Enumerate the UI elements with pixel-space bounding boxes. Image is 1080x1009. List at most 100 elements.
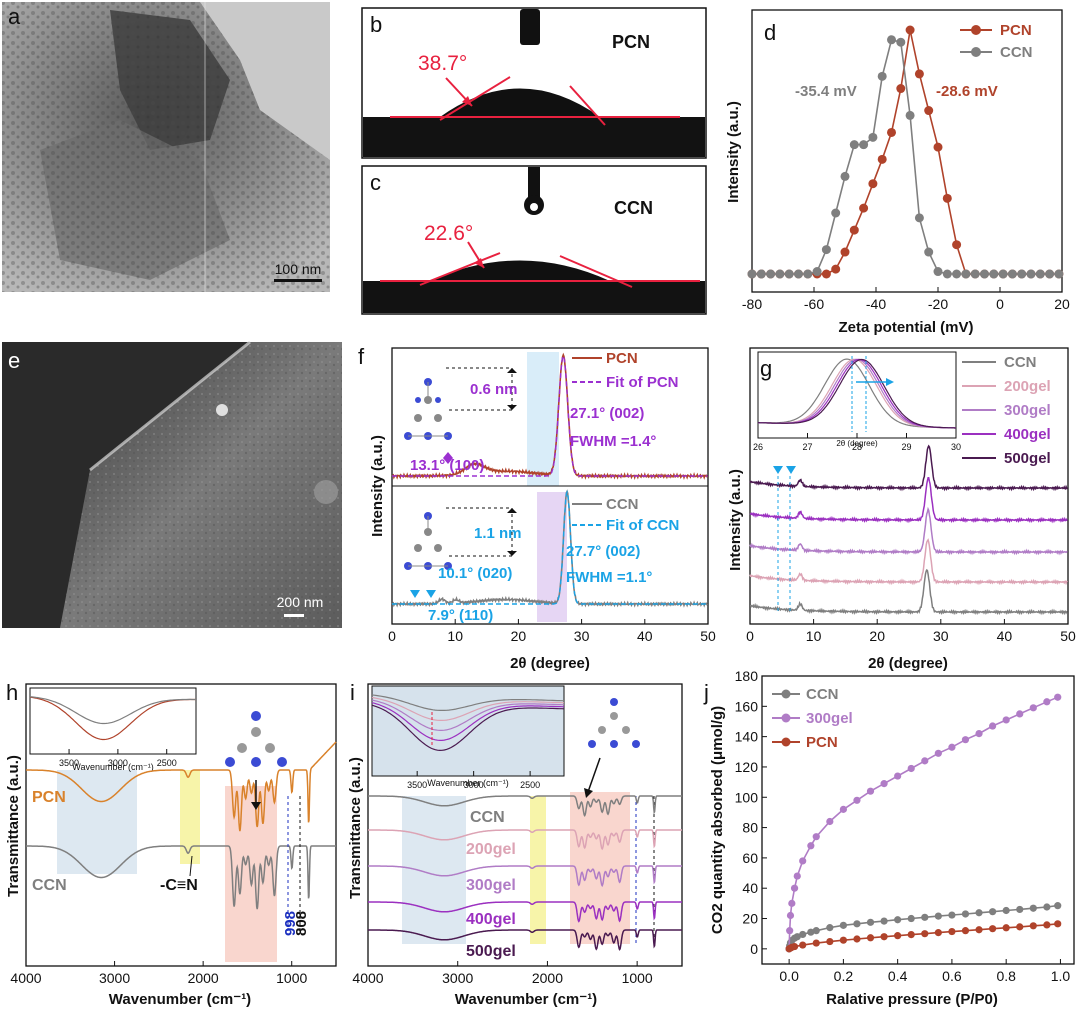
j-point-ccn <box>839 921 847 929</box>
d-legend: PCN CCN <box>960 22 1033 61</box>
i-xlabel: Wavenumber (cm⁻¹) <box>455 991 597 1008</box>
j-point-pcn <box>880 933 888 941</box>
j-point-pcn <box>907 930 915 939</box>
j-point-300gel <box>961 736 970 744</box>
d-point-ccn <box>1007 269 1017 279</box>
d-xlabel: Zeta potential (mV) <box>838 319 973 336</box>
g-inset-line-500gel <box>758 358 956 429</box>
j-point-300gel <box>1054 693 1062 701</box>
f-legend-fit-pcn: Fit of PCN <box>606 374 679 391</box>
watermark: 大数据信息 <box>8 986 89 1005</box>
j-point-300gel <box>826 817 834 826</box>
panel-c-contact-angle: 22.6° CCN c <box>361 165 707 315</box>
j-point-300gel <box>853 796 861 804</box>
j-point-pcn <box>826 937 834 946</box>
j-point-pcn <box>894 932 902 940</box>
d-ylabel: Intensity (a.u.) <box>725 101 742 203</box>
d-point-ccn <box>1017 269 1027 279</box>
i-ylabel: Transmittance (a.u.) <box>347 757 364 899</box>
panel-h-ftir: 3500 3000 2500 Wavenumber (cm⁻¹) 4000 3000 2… <box>5 680 337 1008</box>
j-point-ccn <box>1029 904 1037 912</box>
j-point-300gel <box>1002 716 1010 724</box>
d-point-ccn <box>840 171 850 181</box>
panel-label-a: a <box>8 4 21 29</box>
j-point-300gel <box>934 749 942 757</box>
i-inset-tick-label: 2500 <box>520 780 540 790</box>
panel-j-co2: 0.0 0.2 0.4 0.6 0.8 1.0 0 20 40 60 80 100 120 140 160 1… <box>703 668 1075 1008</box>
d-point-ccn <box>924 247 934 257</box>
sample-b: PCN <box>612 32 650 52</box>
j-point-pcn <box>790 942 799 951</box>
h-tick-label: 4000 <box>10 970 41 986</box>
j-point-300gel <box>894 772 902 780</box>
g-legend: CCN 200gel 300gel 400gel 500gel <box>962 354 1051 467</box>
j-point-300gel <box>921 757 929 765</box>
g-ylabel: Intensity (a.u.) <box>727 469 744 571</box>
panel-label-g: g <box>760 356 772 381</box>
j-point-300gel <box>788 899 796 907</box>
g-line-500gel <box>749 444 1069 492</box>
f-ylabel: Intensity (a.u.) <box>369 435 386 537</box>
h-line-pcn <box>26 741 337 832</box>
h-ylabel: Transmittance (a.u.) <box>5 755 22 897</box>
i-label-500: 500gel <box>466 943 516 960</box>
j-point-300gel <box>812 833 820 841</box>
d-point-pcn <box>831 264 841 274</box>
d-point-ccn <box>756 269 766 279</box>
scale-bar-e <box>284 614 304 617</box>
j-point-300gel <box>907 764 915 773</box>
g-legend-ccn: CCN <box>1004 354 1037 371</box>
f-legend-ccn: CCN <box>606 496 639 513</box>
j-point-300gel <box>975 730 983 738</box>
j-xlabel: Ralative pressure (P/P0) <box>826 991 998 1008</box>
g-inset-xlabel: 2θ (degree) <box>836 439 878 448</box>
j-point-300gel <box>799 857 807 865</box>
j-point-pcn <box>1029 922 1037 930</box>
angle-b: 38.7° <box>418 52 467 75</box>
i-line-200gel <box>368 829 682 851</box>
d-tick-label: -60 <box>804 296 824 312</box>
d-point-ccn <box>961 269 971 279</box>
j-point-300gel <box>786 927 794 935</box>
g-tick-label: 10 <box>806 628 822 644</box>
d-point-ccn <box>831 208 841 218</box>
panel-e-sem-image: 200 nm e <box>2 340 342 628</box>
f-110-bottom: 7.9° (110) <box>428 607 493 624</box>
f-legend-fit-ccn: Fit of CCN <box>606 517 679 534</box>
j-xtick-label: 0.0 <box>779 968 799 984</box>
j-point-ccn <box>975 909 983 917</box>
j-ytick-label: 0 <box>750 941 758 957</box>
j-point-pcn <box>1002 924 1010 932</box>
h-inset-tick-label: 3000 <box>108 758 128 768</box>
d-point-pcn <box>914 69 924 79</box>
d-point-ccn <box>933 267 943 277</box>
f-tick-label: 40 <box>637 628 653 644</box>
d-point-ccn <box>812 267 822 277</box>
f-legend-pcn: PCN <box>606 350 638 367</box>
i-inset-tick-label: 3000 <box>464 780 484 790</box>
d-point-ccn <box>803 269 813 279</box>
j-point-300gel <box>1029 704 1037 712</box>
j-xtick-label: 0.4 <box>888 968 908 984</box>
d-point-ccn <box>914 213 924 223</box>
j-legend-ccn: CCN <box>806 686 839 703</box>
j-point-ccn <box>793 933 801 941</box>
j-ylabel: CO2 quantity absorbed (μmol/g) <box>709 706 726 934</box>
f-structure-top <box>404 378 452 440</box>
h-line-ccn <box>26 845 336 910</box>
h-label-pcn: PCN <box>32 789 66 806</box>
d-point-pcn <box>859 203 869 213</box>
scale-bar-a <box>274 279 322 282</box>
d-point-ccn <box>905 110 915 120</box>
j-point-300gel <box>948 743 956 751</box>
j-point-ccn <box>853 920 861 928</box>
j-point-ccn <box>1016 905 1024 914</box>
j-point-ccn <box>799 930 807 939</box>
i-inset-line-400gel <box>371 702 565 741</box>
g-tick-label: 30 <box>933 628 949 644</box>
panel-g-xrd: 26 27 28 29 30 2θ (degree) 0 10 20 30 40 50 CCN 2… <box>727 347 1076 672</box>
d-point-ccn <box>859 140 869 150</box>
j-point-pcn <box>1016 923 1024 931</box>
d-point-ccn <box>989 269 999 279</box>
